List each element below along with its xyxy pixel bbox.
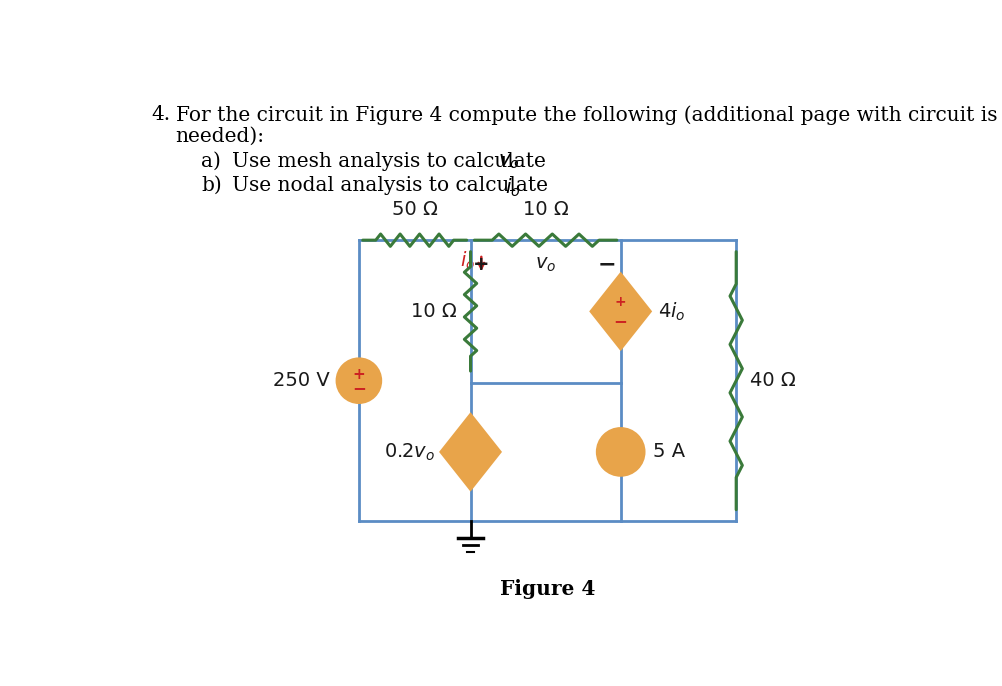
- Text: 40 Ω: 40 Ω: [749, 371, 795, 390]
- Text: −: −: [613, 311, 627, 330]
- Text: $i_o$: $i_o$: [505, 176, 520, 198]
- Text: +: +: [473, 255, 489, 274]
- Text: 5 A: 5 A: [652, 442, 684, 462]
- Circle shape: [597, 429, 643, 475]
- Text: 250 V: 250 V: [273, 371, 330, 390]
- Text: 50 Ω: 50 Ω: [392, 200, 437, 219]
- Text: 10 Ω: 10 Ω: [522, 200, 568, 219]
- Text: −: −: [352, 379, 366, 397]
- Text: +: +: [352, 367, 365, 382]
- Circle shape: [337, 359, 380, 402]
- Text: b): b): [200, 176, 221, 196]
- Text: −: −: [597, 255, 615, 275]
- Text: $i_o$: $i_o$: [460, 250, 475, 272]
- Polygon shape: [441, 415, 499, 489]
- Text: $v_o$: $v_o$: [498, 152, 520, 171]
- Text: Figure 4: Figure 4: [499, 579, 595, 599]
- Text: Use nodal analysis to calculate: Use nodal analysis to calculate: [231, 176, 554, 196]
- Text: $0.2v_o$: $0.2v_o$: [384, 441, 435, 462]
- Text: Use mesh analysis to calculate: Use mesh analysis to calculate: [231, 152, 551, 171]
- Text: For the circuit in Figure 4 compute the following (additional page with circuit : For the circuit in Figure 4 compute the …: [175, 106, 1002, 125]
- Text: a): a): [200, 152, 220, 171]
- Text: needed):: needed):: [175, 127, 265, 146]
- Text: $v_o$: $v_o$: [534, 255, 556, 274]
- Text: $4i_o$: $4i_o$: [657, 300, 684, 322]
- Text: 4.: 4.: [151, 106, 170, 124]
- Polygon shape: [591, 274, 649, 348]
- Text: +: +: [614, 295, 626, 309]
- Text: 10 Ω: 10 Ω: [411, 302, 456, 321]
